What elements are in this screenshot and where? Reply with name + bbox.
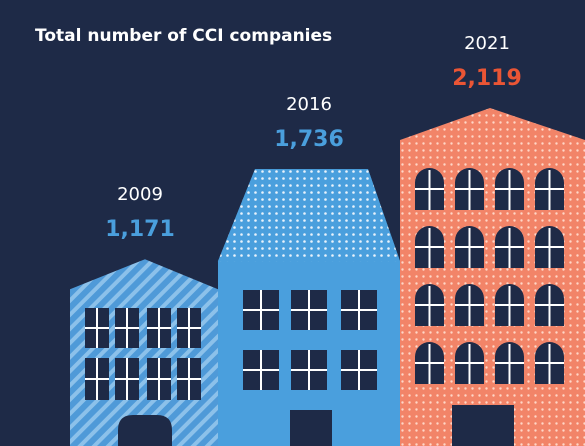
chart-title: Total number of CCI companies bbox=[35, 26, 332, 46]
value-label: 1,171 bbox=[105, 217, 175, 242]
buildings bbox=[70, 108, 585, 446]
building bbox=[400, 108, 585, 446]
year-label: 2021 bbox=[464, 33, 510, 54]
value-label: 1,736 bbox=[274, 127, 344, 152]
door bbox=[290, 410, 332, 446]
roof bbox=[218, 169, 400, 262]
year-label: 2016 bbox=[286, 94, 332, 115]
door bbox=[452, 405, 514, 446]
value-label: 2,119 bbox=[452, 66, 522, 91]
year-label: 2009 bbox=[117, 184, 163, 205]
door bbox=[118, 415, 172, 446]
